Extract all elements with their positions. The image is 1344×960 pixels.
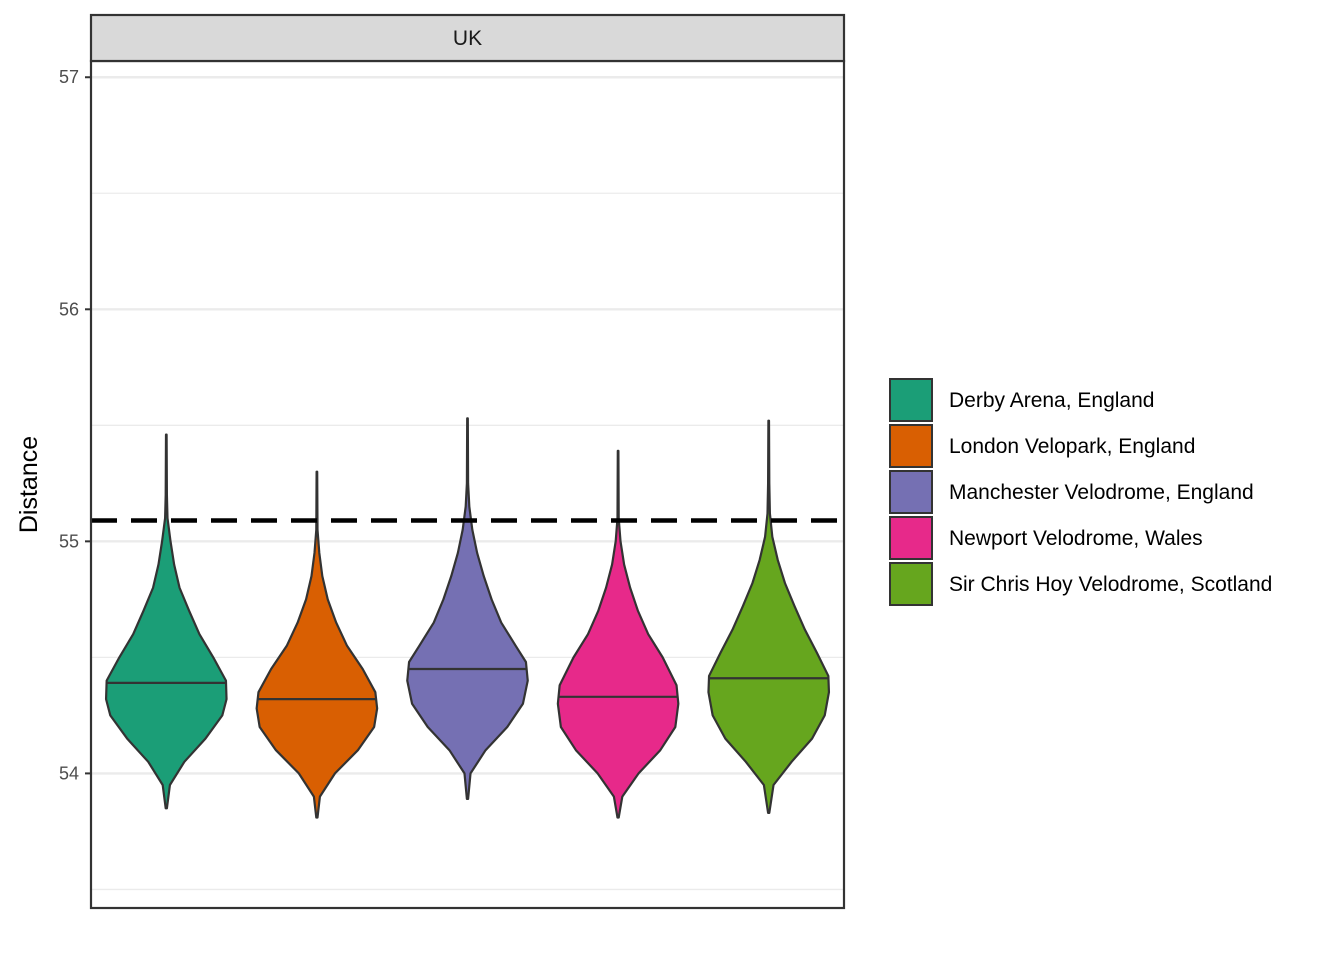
y-tick-label: 56	[59, 299, 79, 319]
violin-3	[406, 417, 529, 801]
y-tick-label: 57	[59, 67, 79, 87]
frame-layer: UK	[89, 13, 846, 910]
legend-label-5: Sir Chris Hoy Velodrome, Scotland	[949, 573, 1272, 596]
legend-label-3: Manchester Velodrome, England	[949, 481, 1254, 504]
legend-label-4: Newport Velodrome, Wales	[949, 527, 1203, 550]
y-tick-label: 55	[59, 531, 79, 551]
legend-label-2: London Velopark, England	[949, 435, 1195, 458]
legend-key-2	[889, 424, 933, 468]
violin-2	[255, 470, 379, 819]
legend-key-1	[889, 378, 933, 422]
legend-layer: Derby Arena, England London Velopark, Eng…	[889, 378, 1272, 606]
y-axis-title: Distance	[15, 436, 43, 533]
facet-strip-label: UK	[453, 27, 482, 50]
y-axis-layer: 54 55 56 57 Distance	[15, 67, 91, 783]
y-tick-label: 54	[59, 763, 79, 783]
legend-key-5	[889, 562, 933, 606]
violins-layer	[104, 417, 831, 819]
facet-strip	[89, 13, 846, 63]
legend-key-4	[889, 516, 933, 560]
violin-4	[556, 449, 680, 819]
legend-key-3	[889, 470, 933, 514]
legend-label-1: Derby Arena, England	[949, 389, 1154, 412]
violin-5	[707, 419, 831, 814]
violin-1	[104, 433, 228, 810]
